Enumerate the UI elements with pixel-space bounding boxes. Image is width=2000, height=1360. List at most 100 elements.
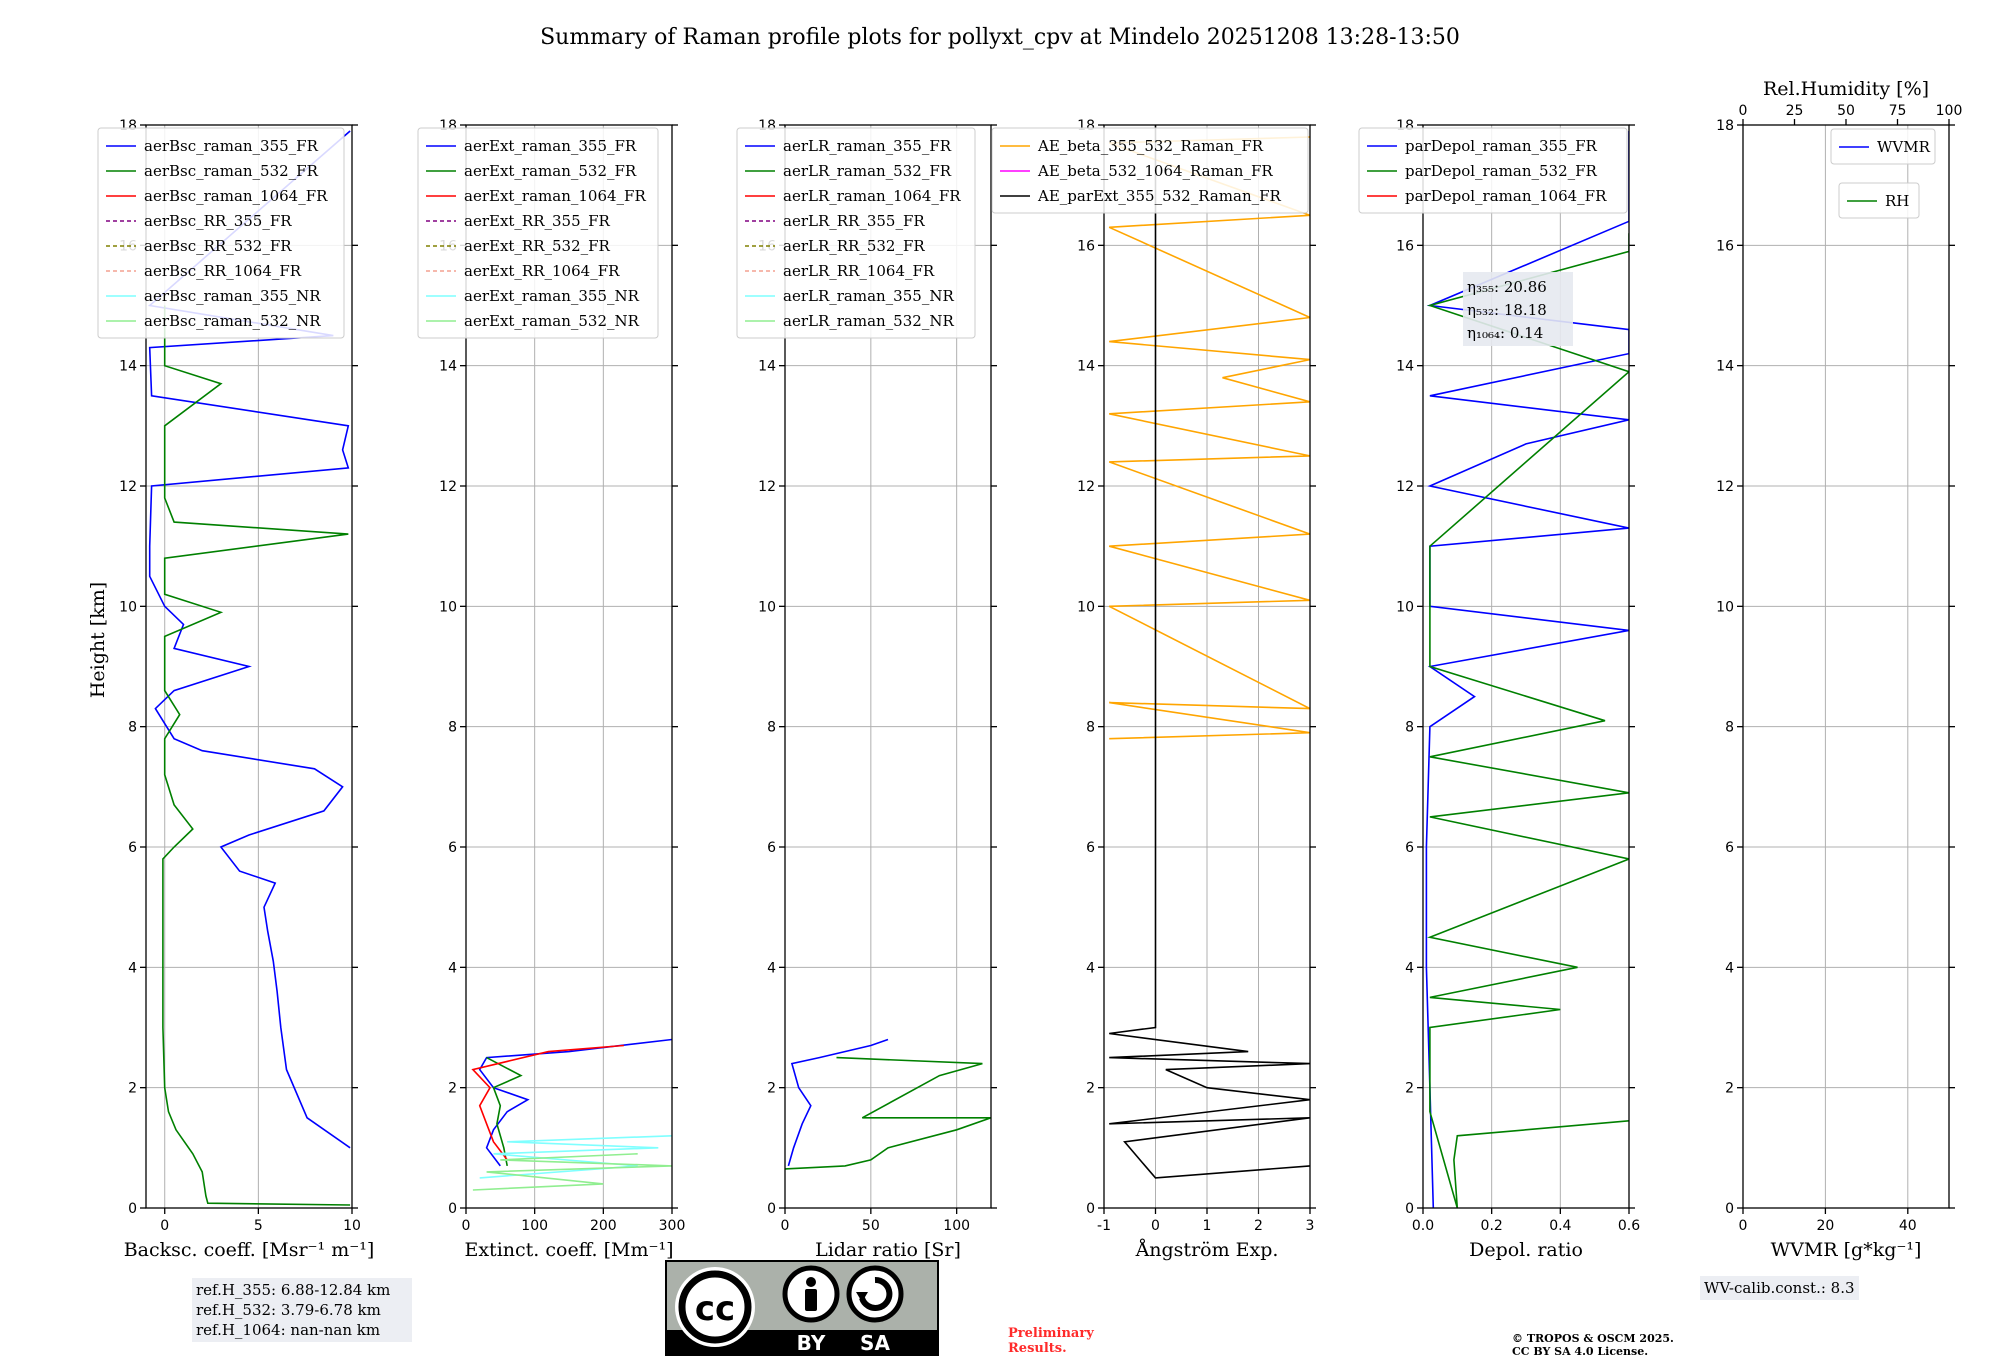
- legend-entry: aerExt_raman_355_NR: [464, 287, 640, 305]
- panel-1: 0246810121416180100200300Extinct. coeff.…: [417, 118, 686, 1261]
- copyright-line-2: CC BY SA 4.0 License.: [1512, 1345, 1649, 1358]
- legend-box: [991, 127, 1309, 214]
- series-line-AE_parExt_355_532_Raman_FR: [1109, 125, 1310, 1179]
- y-tick-label: 0: [1725, 1201, 1734, 1217]
- y-tick-label: 2: [1725, 1081, 1734, 1097]
- y-tick-label: 10: [758, 599, 776, 615]
- legend-entry: aerExt_RR_1064_FR: [464, 262, 620, 280]
- y-tick-label: 12: [439, 479, 457, 495]
- top-x-axis-label: Rel.Humidity [%]: [1763, 78, 1929, 100]
- series-group: [471, 1038, 672, 1191]
- legend: aerLR_raman_355_FR aerLR_raman_532_FR aerL…: [736, 127, 976, 339]
- legend-entry: aerLR_raman_355_NR: [783, 287, 954, 305]
- y-tick-label: 8: [1086, 720, 1095, 736]
- legend-entry: aerBsc_RR_1064_FR: [144, 262, 302, 280]
- series-group: [785, 1038, 991, 1170]
- x-tick-label: 0: [160, 1218, 169, 1234]
- top-x-tick-label: 0: [1739, 103, 1748, 119]
- y-tick-label: 14: [439, 359, 457, 375]
- y-tick-label: 4: [128, 960, 137, 976]
- series-group: [1425, 131, 1629, 1208]
- figure-title: Summary of Raman profile plots for polly…: [540, 25, 1460, 50]
- copyright-note: © TROPOS & OSCM 2025. CC BY SA 4.0 Licen…: [1512, 1332, 1674, 1358]
- y-tick-label: 2: [448, 1081, 457, 1097]
- eta-annotation: η₃₅₅: 20.86 η₅₃₂: 18.18 η₁₀₆₄: 0.14: [1463, 272, 1573, 346]
- x-tick-label: 300: [659, 1218, 686, 1234]
- y-tick-label: 10: [439, 599, 457, 615]
- legend-entry: aerExt_raman_532_FR: [464, 162, 637, 180]
- refh-355: ref.H_355: 6.88-12.84 km: [196, 1281, 391, 1299]
- axes-frame: [784, 124, 992, 1209]
- legend: AE_beta_355_532_Raman_FR AE_beta_532_1064…: [991, 127, 1309, 214]
- legend-entry: parDepol_raman_532_FR: [1405, 162, 1598, 180]
- x-axis-label: Backsc. coeff. [Msr⁻¹ m⁻¹]: [124, 1239, 375, 1261]
- eta-value: η₅₃₂: 18.18: [1467, 301, 1547, 319]
- y-tick-label: 16: [1077, 238, 1095, 254]
- legend: aerBsc_raman_355_FR aerBsc_raman_532_FRae…: [97, 127, 345, 339]
- legend-entry: aerLR_RR_355_FR: [783, 212, 925, 230]
- y-tick-label: 10: [1396, 599, 1414, 615]
- legend-entry: aerLR_raman_1064_FR: [783, 187, 961, 205]
- legend-entry: aerLR_raman_532_NR: [783, 312, 954, 330]
- series-group: [147, 130, 351, 1206]
- y-tick-label: 2: [1086, 1081, 1095, 1097]
- top-x-tick-label: 50: [1837, 103, 1855, 119]
- series-line-aerLR_raman_532_FR: [785, 1056, 991, 1170]
- series-line-aerExt_raman_532_NR: [472, 1153, 672, 1191]
- series-line-parDepol_raman_532_FR: [1427, 233, 1629, 1208]
- axes-frame: [1742, 124, 1950, 1209]
- x-tick-label: 0.0: [1412, 1218, 1434, 1234]
- y-tick-label: 12: [1077, 479, 1095, 495]
- legend: WVMR: [1830, 128, 1936, 165]
- refh-532: ref.H_532: 3.79-6.78 km: [196, 1301, 381, 1319]
- cc-license-badge: cc BY SA: [665, 1260, 939, 1356]
- legend-entry: AE_beta_532_1064_Raman_FR: [1037, 162, 1273, 180]
- legend-entry: aerExt_RR_532_FR: [464, 237, 611, 255]
- series-line-aerBsc_raman_532_FR: [162, 305, 351, 1206]
- y-tick-label: 8: [1405, 720, 1414, 736]
- y-tick-label: 2: [128, 1081, 137, 1097]
- x-tick-label: 20: [1816, 1218, 1834, 1234]
- y-tick-label: 6: [128, 840, 137, 856]
- x-tick-label: 0.6: [1618, 1218, 1640, 1234]
- x-tick-label: 1: [1203, 1218, 1212, 1234]
- x-tick-label: 0: [462, 1218, 471, 1234]
- legend-entry: aerExt_raman_532_NR: [464, 312, 640, 330]
- y-tick-label: 8: [767, 720, 776, 736]
- refh-1064: ref.H_1064: nan-nan km: [196, 1321, 381, 1339]
- top-x-tick-label: 25: [1786, 103, 1804, 119]
- series-line-aerExt_raman_355_FR: [478, 1038, 672, 1167]
- panel-2: 024681012141618050100Lidar ratio [Sr]aer…: [736, 118, 997, 1261]
- panel-0: 0246810121416180510Backsc. coeff. [Msr⁻¹…: [97, 118, 375, 1261]
- y-tick-label: 4: [448, 960, 457, 976]
- legend-entry: aerBsc_raman_355_NR: [144, 287, 321, 305]
- series-line-aerBsc_raman_355_FR: [147, 130, 351, 1149]
- legend-entry: aerBsc_raman_532_NR: [144, 312, 321, 330]
- x-tick-label: 0: [1739, 1218, 1748, 1234]
- y-tick-label: 6: [1086, 840, 1095, 856]
- panel-5: 0 2 4 6 8 10 12 14 16 18 0 20 40 WVMR [g*kg⁻¹] 0 25 50 75…: [1716, 78, 1962, 1261]
- y-tick-label: 6: [767, 840, 776, 856]
- y-tick-label: 10: [1077, 599, 1095, 615]
- legend-box: [417, 127, 659, 339]
- y-tick-label: 4: [1086, 960, 1095, 976]
- x-tick-label: 10: [343, 1218, 361, 1234]
- y-tick-label: 8: [448, 720, 457, 736]
- refh-box: ref.H_355: 6.88-12.84 km ref.H_532: 3.79…: [192, 1278, 412, 1342]
- preliminary-line-2: Results.: [1008, 1341, 1067, 1356]
- legend: aerExt_raman_355_FR aerExt_raman_532_FRae…: [417, 127, 659, 339]
- top-x-tick-label: 100: [1936, 103, 1963, 119]
- wv-calib-box: WV-calib.const.: 8.3: [1700, 1276, 1859, 1300]
- panels: 0246810121416180510Backsc. coeff. [Msr⁻¹…: [97, 78, 1962, 1261]
- y-tick-label: 12: [119, 479, 137, 495]
- sa-label: SA: [860, 1331, 890, 1355]
- y-tick-label: 6: [1405, 840, 1414, 856]
- axes-frame: [145, 124, 353, 1209]
- series-line-parDepol_raman_355_FR: [1425, 131, 1629, 1208]
- y-tick-label: 4: [1725, 960, 1734, 976]
- y-tick-label: 14: [1077, 359, 1095, 375]
- x-tick-label: 0.2: [1481, 1218, 1503, 1234]
- eta-box: [1463, 272, 1573, 346]
